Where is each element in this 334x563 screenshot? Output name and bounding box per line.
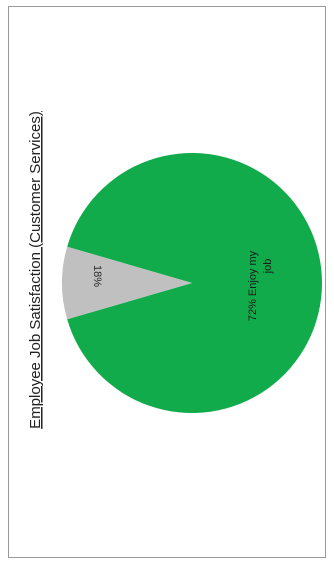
pie-labels: 72% Enjoy my job 18% (91, 250, 274, 321)
slice-label-0: 72% Enjoy my job (247, 250, 274, 321)
pie-slice-0 (67, 152, 322, 413)
svg-text:18%: 18% (91, 265, 103, 287)
chart-title: Employee Job Satisfaction (Customer Serv… (27, 111, 44, 429)
slice-label-1: 18% (91, 265, 103, 287)
pie-slice-1 (62, 246, 192, 320)
pie-slices (62, 152, 322, 413)
